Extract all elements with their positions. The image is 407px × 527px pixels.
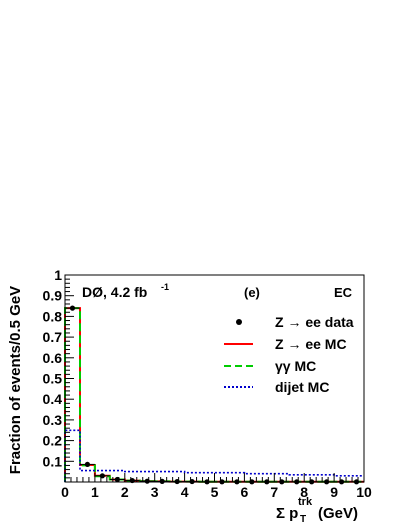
x-tick-label: 10 bbox=[356, 484, 372, 500]
x-tick-label: 5 bbox=[211, 484, 219, 500]
data-point bbox=[69, 305, 76, 311]
x-tick-label: 1 bbox=[91, 484, 99, 500]
x-axis-title-main: Σ p bbox=[276, 505, 298, 522]
y-tick-label: 0.5 bbox=[43, 371, 63, 387]
data-point bbox=[84, 461, 91, 468]
legend-label-gg-mc: γγ MC bbox=[275, 358, 316, 374]
panel-label: (e) bbox=[244, 285, 260, 300]
x-axis-title: Σ p T trk (GeV) bbox=[276, 496, 358, 525]
x-tick-label: 4 bbox=[181, 484, 189, 500]
legend-label-dijet-mc: dijet MC bbox=[275, 379, 329, 395]
legend-label-data: Z → ee data bbox=[275, 314, 354, 330]
x-tick-label: 0 bbox=[61, 484, 69, 500]
axes-layer: 0 1 2 3 4 5 6 7 8 9 10 0.1 0.2 0.3 0.4 0.5 0.6 0.7 0.8 0.9 1 bbox=[43, 267, 372, 500]
legend-label-zee-mc: Z → ee MC bbox=[275, 336, 347, 352]
region-label: EC bbox=[334, 285, 353, 300]
y-tick-label: 0.9 bbox=[43, 288, 63, 304]
x-axis-title-subscript: T bbox=[300, 514, 306, 525]
experiment-label: DØ, 4.2 fb bbox=[82, 284, 147, 300]
y-tick-label: 0.1 bbox=[43, 453, 63, 469]
y-axis-title: Fraction of events/0.5 GeV bbox=[7, 286, 24, 474]
x-tick-label: 9 bbox=[330, 484, 338, 500]
legend-marker-data bbox=[236, 319, 242, 325]
y-tick-label: 0.7 bbox=[43, 329, 63, 345]
x-tick-label: 7 bbox=[270, 484, 278, 500]
plot-frame bbox=[64, 274, 365, 483]
x-axis-title-superscript: trk bbox=[298, 496, 313, 508]
luminosity-exponent: -1 bbox=[161, 282, 169, 292]
y-tick-label: 0.6 bbox=[43, 350, 63, 366]
svg-text:Σ p: Σ p bbox=[276, 505, 298, 522]
histogram-series-3 bbox=[64, 429, 364, 482]
x-tick-label: 8 bbox=[300, 484, 308, 500]
legend: Z → ee data Z → ee MC γγ MC dijet MC bbox=[224, 314, 354, 395]
y-tick-label: 0.4 bbox=[43, 391, 63, 407]
x-tick-label: 2 bbox=[121, 484, 129, 500]
y-tick-label: 1 bbox=[54, 267, 62, 283]
y-tick-label: 0.8 bbox=[43, 308, 63, 324]
y-tick-label: 0.2 bbox=[43, 433, 63, 449]
x-tick-label: 3 bbox=[151, 484, 159, 500]
y-tick-label: 0.3 bbox=[43, 412, 63, 428]
x-tick-label: 6 bbox=[241, 484, 249, 500]
x-axis-title-unit: (GeV) bbox=[318, 505, 358, 522]
plot-area bbox=[64, 274, 365, 483]
